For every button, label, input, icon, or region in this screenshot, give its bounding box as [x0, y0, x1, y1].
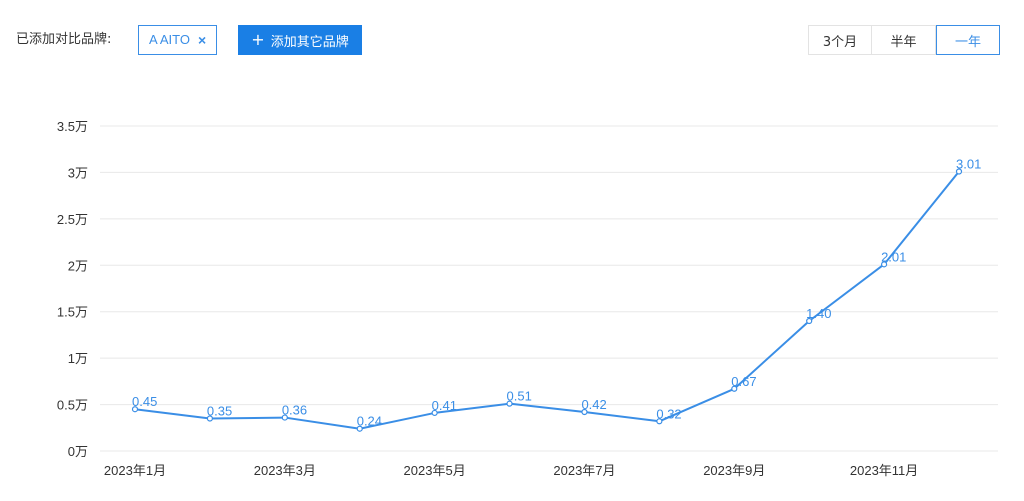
close-icon[interactable]: ×	[197, 32, 207, 48]
range-one-year-button[interactable]: 一年	[936, 25, 1000, 55]
y-axis-ticks: 0万 0.5万 1万 1.5万 2万 2.5万 3万 3.5万	[57, 119, 88, 459]
x-tick-label: 2023年3月	[254, 463, 316, 478]
range-3-months-button[interactable]: 3个月	[808, 25, 872, 55]
data-point[interactable]	[581, 408, 588, 416]
data-label: 2.01	[881, 249, 906, 264]
data-point[interactable]	[806, 317, 813, 325]
data-point[interactable]	[656, 418, 663, 425]
data-label: 0.42	[581, 397, 606, 412]
series-line	[134, 170, 960, 430]
data-label: 0.32	[656, 406, 681, 421]
data-point[interactable]	[955, 168, 963, 175]
data-label: 0.35	[207, 404, 232, 419]
time-range-selector: 3个月 半年 一年	[808, 25, 1000, 55]
data-point[interactable]	[131, 406, 139, 413]
x-tick-label: 2023年1月	[104, 463, 166, 478]
x-tick-label: 2023年7月	[553, 463, 615, 478]
series-line-path	[134, 170, 960, 430]
data-label: 3.01	[956, 157, 981, 172]
data-point[interactable]	[431, 409, 438, 417]
data-label: 0.45	[132, 394, 157, 409]
data-label: 1.40	[806, 306, 831, 321]
data-labels: 0.45 0.35 0.36 0.24 0.41 0.51 0.42 0.32 0.67 1.40…	[132, 157, 981, 429]
data-label: 0.41	[432, 398, 457, 413]
y-tick-label: 1万	[68, 351, 88, 366]
x-tick-label: 2023年5月	[404, 463, 466, 478]
y-tick-label: 3万	[68, 165, 88, 180]
data-point[interactable]	[356, 425, 363, 432]
plus-icon: +	[251, 30, 265, 49]
y-tick-label: 1.5万	[57, 305, 88, 320]
added-brands-label: 已添加对比品牌:	[16, 32, 112, 47]
data-label: 0.36	[282, 403, 307, 418]
grid-lines	[100, 125, 998, 452]
x-tick-label: 2023年11月	[850, 463, 918, 478]
data-point[interactable]	[281, 414, 288, 421]
x-tick-label: 2023年9月	[703, 463, 765, 478]
y-tick-label: 3.5万	[57, 119, 88, 134]
data-label: 0.51	[507, 389, 532, 404]
range-half-year-button[interactable]: 半年	[872, 25, 936, 55]
data-points	[131, 168, 963, 432]
brand-tag-aito[interactable]: A AITO ×	[138, 25, 218, 55]
data-label: 0.67	[731, 374, 756, 389]
brand-tag-label: A AITO	[149, 32, 190, 47]
data-point[interactable]	[506, 400, 513, 407]
sales-line-chart: 0万 0.5万 1万 1.5万 2万 2.5万 3万 3.5万 2023年1月 2023年3月 2…	[0, 100, 1024, 501]
data-label: 0.24	[357, 414, 382, 429]
x-axis-ticks: 2023年1月 2023年3月 2023年5月 2023年7月 2023年9月 2023年…	[104, 463, 918, 478]
y-tick-label: 0万	[68, 444, 88, 459]
data-point[interactable]	[206, 415, 214, 422]
y-tick-label: 0.5万	[57, 398, 88, 413]
y-tick-label: 2万	[68, 258, 88, 273]
y-tick-label: 2.5万	[57, 212, 88, 227]
data-point[interactable]	[731, 385, 738, 392]
data-point[interactable]	[880, 261, 888, 268]
add-brand-button[interactable]: + 添加其它品牌	[238, 25, 362, 55]
toolbar: 已添加对比品牌: A AITO × + 添加其它品牌 3个月 半年 一年	[0, 0, 1024, 80]
add-brand-label: 添加其它品牌	[270, 34, 349, 50]
